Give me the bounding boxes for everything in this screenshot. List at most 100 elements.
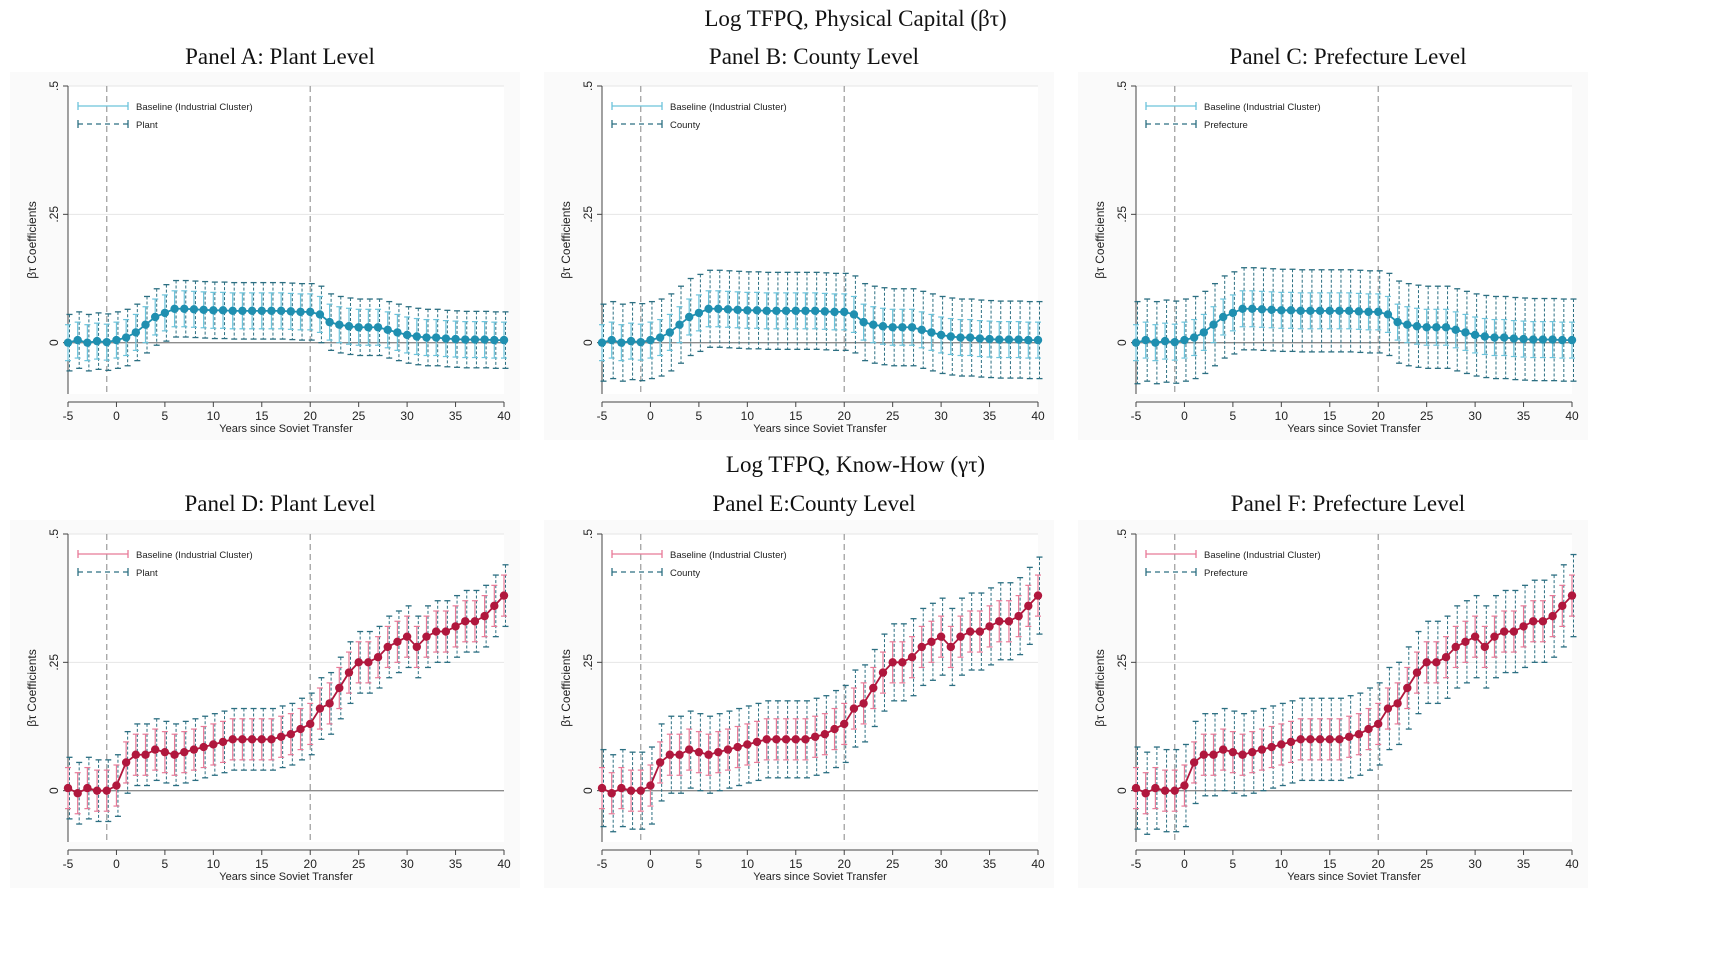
x-tick-label: 25 xyxy=(1420,409,1434,423)
baseline-series-line xyxy=(601,307,1038,344)
baseline-point xyxy=(344,668,354,677)
baseline-point xyxy=(636,786,645,795)
baseline-point xyxy=(131,328,141,337)
x-tick-label: 20 xyxy=(1372,409,1386,423)
baseline-point xyxy=(946,332,955,341)
x-tick-label: 0 xyxy=(647,409,654,423)
baseline-point xyxy=(218,306,228,315)
x-tick-label: 25 xyxy=(886,857,900,871)
baseline-point xyxy=(344,322,354,331)
x-tick-label: 20 xyxy=(838,857,852,871)
legend-alt-label: Prefecture xyxy=(1204,568,1248,579)
baseline-point xyxy=(180,304,189,313)
x-tick-label: 15 xyxy=(789,409,803,423)
baseline-point xyxy=(121,333,131,342)
baseline-point xyxy=(1219,312,1228,322)
y-axis-label: βτ Coefficients xyxy=(25,649,39,726)
baseline-point xyxy=(1567,591,1577,600)
section-title-physical-capital: Log TFPQ, Physical Capital (βτ) xyxy=(704,6,1007,31)
legend-baseline-label: Baseline (Industrial Cluster) xyxy=(1204,550,1321,561)
baseline-point xyxy=(1480,642,1489,652)
baseline-point xyxy=(1306,306,1315,316)
baseline-point xyxy=(723,305,733,314)
baseline-point xyxy=(907,653,917,662)
baseline-point xyxy=(985,622,994,631)
baseline-point xyxy=(743,306,752,315)
baseline-point xyxy=(1306,735,1315,744)
baseline-point xyxy=(499,591,509,600)
baseline-series-line xyxy=(1135,307,1572,344)
baseline-point xyxy=(1567,335,1577,345)
panel-f-title: Panel F: Prefecture Level xyxy=(1230,491,1466,516)
baseline-point xyxy=(218,737,228,747)
baseline-point xyxy=(1403,320,1412,329)
x-tick-label: 5 xyxy=(162,409,169,423)
baseline-point xyxy=(995,335,1004,344)
legend-alt-label: Prefecture xyxy=(1204,120,1248,131)
baseline-point xyxy=(102,786,111,795)
x-tick-label: -5 xyxy=(1131,857,1142,871)
baseline-point xyxy=(1538,335,1548,344)
baseline-point xyxy=(1277,306,1286,315)
x-tick-label: 5 xyxy=(696,409,703,423)
y-tick-label: .5 xyxy=(47,81,61,91)
baseline-point xyxy=(1160,786,1170,795)
x-tick-label: 0 xyxy=(1181,409,1188,423)
x-tick-label: 20 xyxy=(1372,857,1386,871)
baseline-point xyxy=(315,310,325,319)
baseline-point xyxy=(1335,306,1344,316)
x-axis-label: Years since Soviet Transfer xyxy=(219,871,353,883)
x-tick-label: 30 xyxy=(400,857,414,871)
baseline-point xyxy=(1509,334,1519,343)
x-axis-label: Years since Soviet Transfer xyxy=(1287,871,1421,883)
x-tick-label: 35 xyxy=(983,857,997,871)
y-tick-label: .25 xyxy=(47,206,61,223)
baseline-point xyxy=(335,320,344,329)
baseline-point xyxy=(296,307,305,317)
baseline-point xyxy=(1267,742,1276,752)
baseline-point xyxy=(1344,306,1354,316)
panel-a-title: Panel A: Plant Level xyxy=(185,44,375,69)
baseline-point xyxy=(1151,783,1160,793)
panel-c-chart: 0 .25 .5 -5 0 5 10 15 20 25 30 35 40 Years since Sovi… xyxy=(1078,72,1588,440)
baseline-point xyxy=(791,735,800,744)
x-tick-label: 15 xyxy=(1323,857,1337,871)
legend-baseline-label: Baseline (Industrial Cluster) xyxy=(670,102,787,113)
baseline-point xyxy=(441,334,451,343)
baseline-point xyxy=(820,730,830,739)
x-tick-label: 5 xyxy=(162,857,169,871)
y-axis-label: βτ Coefficients xyxy=(1093,649,1107,726)
panel-d-chart: 0 .25 .5 -5 0 5 10 15 20 25 30 35 40 Years since Sovi… xyxy=(10,520,520,888)
baseline-point xyxy=(878,322,888,331)
plot-area xyxy=(68,534,504,842)
x-tick-label: 5 xyxy=(1230,409,1237,423)
baseline-point xyxy=(840,719,849,729)
y-axis-label: βτ Coefficients xyxy=(1093,201,1107,278)
baseline-point xyxy=(1141,335,1150,345)
baseline-point xyxy=(1267,305,1276,315)
panel-d-title: Panel D: Plant Level xyxy=(184,491,376,516)
baseline-point xyxy=(1529,335,1538,344)
baseline-point xyxy=(209,306,218,315)
baseline-point xyxy=(655,758,665,767)
baseline-point xyxy=(1219,745,1228,754)
plot-area xyxy=(68,86,504,394)
baseline-point xyxy=(228,735,237,744)
x-tick-label: 40 xyxy=(497,857,511,871)
baseline-point xyxy=(1364,307,1373,317)
baseline-point xyxy=(936,330,946,340)
y-tick-label: .25 xyxy=(47,654,61,671)
baseline-point xyxy=(1325,306,1334,316)
baseline-point xyxy=(1383,704,1393,713)
panel-f-chart: 0 .25 .5 -5 0 5 10 15 20 25 30 35 40 Years since Sovi… xyxy=(1078,520,1588,888)
baseline-point xyxy=(956,632,965,641)
baseline-point xyxy=(723,745,733,754)
baseline-point xyxy=(1393,699,1402,708)
y-tick-label: 0 xyxy=(47,787,61,794)
baseline-point xyxy=(597,783,607,793)
legend-alt-label: County xyxy=(670,568,700,579)
baseline-point xyxy=(1248,747,1257,757)
baseline-point xyxy=(1257,305,1267,314)
baseline-point xyxy=(461,335,470,344)
baseline-point xyxy=(946,642,955,652)
